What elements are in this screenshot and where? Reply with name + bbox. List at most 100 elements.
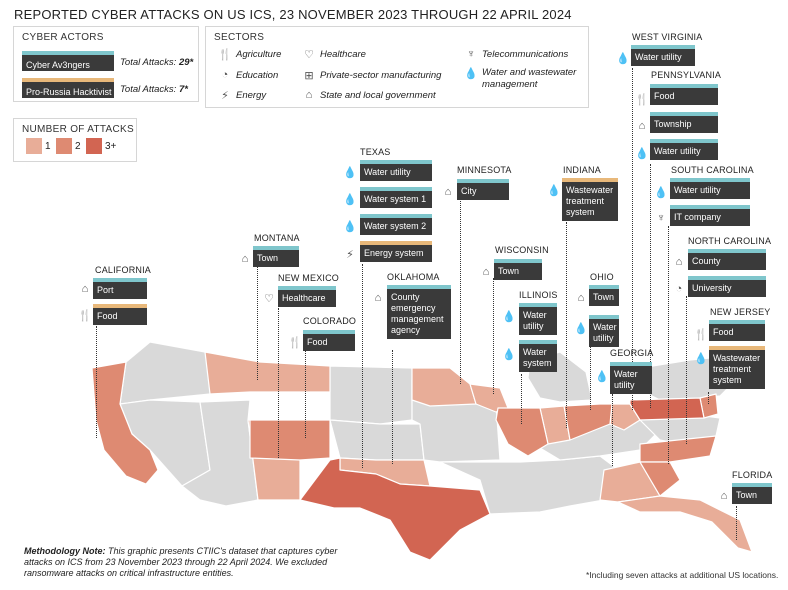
energy-icon: ⚡ (221, 90, 229, 102)
state-label-wisconsin: WISCONSIN (495, 245, 549, 255)
water-icon: 💧 (547, 185, 561, 197)
healthcare-icon: ♡ (304, 49, 314, 61)
attack-tag-ohio-town: Town (589, 285, 619, 306)
state-label-west-virginia: WEST VIRGINIA (632, 32, 703, 42)
legend-label-2: 2 (75, 141, 81, 152)
leader-illinois (521, 374, 522, 424)
attack-tag-florida-town: Town (732, 483, 772, 504)
leader-colorado (305, 350, 306, 438)
attack-tag-south-carolina-water-utility: Water utility (670, 178, 750, 199)
actor-pro-russia-total: Total Attacks: 7* (120, 84, 188, 95)
map-south-carolina (639, 461, 681, 497)
government-icon: ⌂ (720, 490, 728, 502)
water-icon: 💧 (502, 311, 516, 323)
water-icon: 💧 (343, 167, 357, 179)
sector-label: State and local government (320, 90, 436, 101)
map-north-plains (329, 365, 413, 425)
attack-tag-pennsylvania-township: Township (650, 112, 718, 133)
leader-south-carolina (668, 226, 669, 464)
attack-tag-georgia-water-utility: Water utility (610, 362, 652, 394)
leader-florida (736, 506, 737, 540)
leader-minnesota (460, 198, 461, 384)
attack-tag-new-mexico-healthcare: Healthcare (278, 286, 336, 307)
state-label-illinois: ILLINOIS (519, 290, 558, 300)
leader-oklahoma (392, 350, 393, 464)
legend-heading: NUMBER OF ATTACKS (22, 124, 134, 135)
attack-tag-illinois-water-utility: Water utility (519, 303, 557, 335)
map-montana (204, 351, 331, 395)
attack-tag-texas-water-system-2: Water system 2 (360, 214, 432, 235)
state-label-new-mexico: NEW MEXICO (278, 273, 340, 283)
legend-swatch-1 (26, 138, 42, 154)
telecom-icon: ♆ (656, 212, 666, 224)
water-icon: 💧 (343, 194, 357, 206)
leader-texas (362, 264, 363, 468)
cyber-actors-heading: CYBER ACTORS (22, 32, 104, 43)
map-utah-arizona (181, 399, 259, 507)
water-icon: 💧 (616, 53, 630, 65)
attack-tag-north-carolina-university: University (688, 276, 766, 297)
sector-agriculture: 🍴 Agriculture (218, 49, 281, 61)
state-label-california: CALIFORNIA (95, 265, 152, 275)
government-icon: ⌂ (305, 89, 313, 101)
sector-telecom: ♆ Telecommunications (467, 48, 568, 60)
attack-tag-colorado-food: Food (303, 330, 355, 351)
state-label-indiana: INDIANA (563, 165, 601, 175)
total-label: Total Attacks: (120, 57, 177, 68)
legend-swatch-3plus (86, 138, 102, 154)
state-label-minnesota: MINNESOTA (457, 165, 512, 175)
state-label-texas: TEXAS (360, 147, 391, 157)
government-icon: ⌂ (482, 266, 490, 278)
attack-tag-montana-town: Town (253, 246, 299, 267)
legend-label-1: 1 (45, 141, 51, 152)
education-icon: ◔ (675, 283, 683, 295)
healthcare-icon: ♡ (264, 293, 274, 305)
state-label-colorado: COLORADO (303, 316, 357, 326)
sector-label: Private-sector manufacturing (320, 70, 442, 81)
sectors-heading: SECTORS (214, 32, 265, 43)
energy-icon: ⚡ (346, 249, 354, 261)
actor-pro-russia-hacktivist: Pro-Russia Hacktivist (22, 78, 114, 98)
map-title: REPORTED CYBER ATTACKS ON US ICS, 23 NOV… (14, 7, 572, 22)
sector-energy: ⚡ Energy (221, 90, 266, 102)
total-value: 7* (178, 84, 188, 95)
leader-new-mexico (278, 308, 279, 458)
government-icon: ⌂ (374, 292, 382, 304)
attack-tag-west-virginia-water-utility: Water utility (631, 45, 695, 66)
attack-tag-wisconsin-town: Town (494, 259, 542, 280)
attack-tag-california-port: Port (93, 278, 147, 299)
water-icon: 💧 (574, 323, 588, 335)
total-value: 29* (178, 57, 194, 68)
sector-government: ⌂ State and local government (306, 89, 436, 101)
sector-water: 💧 Water and wastewater management (464, 67, 582, 91)
attack-tag-pennsylvania-food: Food (650, 84, 718, 105)
map-kansas-region (329, 419, 425, 461)
map-colorado (249, 419, 331, 461)
leader-west-virginia (632, 68, 633, 410)
attack-tag-oklahoma-county-ema: County emergency management agency (387, 285, 451, 339)
attack-count-legend: NUMBER OF ATTACKS (13, 118, 137, 162)
government-icon: ⌂ (81, 283, 89, 295)
attack-tag-indiana-wastewater: Wastewater treatment system (562, 178, 618, 221)
water-icon: 💧 (343, 221, 357, 233)
attack-tag-illinois-water-system: Water system (519, 340, 557, 372)
state-label-florida: FLORIDA (732, 470, 773, 480)
attack-tag-south-carolina-it-company: IT company (670, 205, 750, 226)
sector-label: Education (236, 70, 279, 81)
state-label-north-carolina: NORTH CAROLINA (688, 236, 772, 246)
sector-label: Healthcare (320, 49, 366, 60)
leader-montana (257, 266, 258, 380)
map-north-carolina (639, 435, 717, 463)
sectors-box: SECTORS 🍴 Agriculture ◔ Education ⚡ Energy … (205, 26, 589, 108)
sector-manufacturing: ⊞ Private-sector manufacturing (304, 70, 442, 82)
leader-georgia (612, 394, 613, 466)
leader-wisconsin (493, 278, 494, 394)
water-icon: 💧 (464, 68, 478, 80)
state-label-georgia: GEORGIA (610, 348, 654, 358)
attack-tag-north-carolina-county: County (688, 249, 766, 270)
education-icon: ◔ (221, 69, 229, 81)
methodology-label: Methodology Note: (24, 546, 106, 556)
agriculture-icon: 🍴 (218, 49, 232, 61)
agriculture-icon: 🍴 (635, 94, 649, 106)
